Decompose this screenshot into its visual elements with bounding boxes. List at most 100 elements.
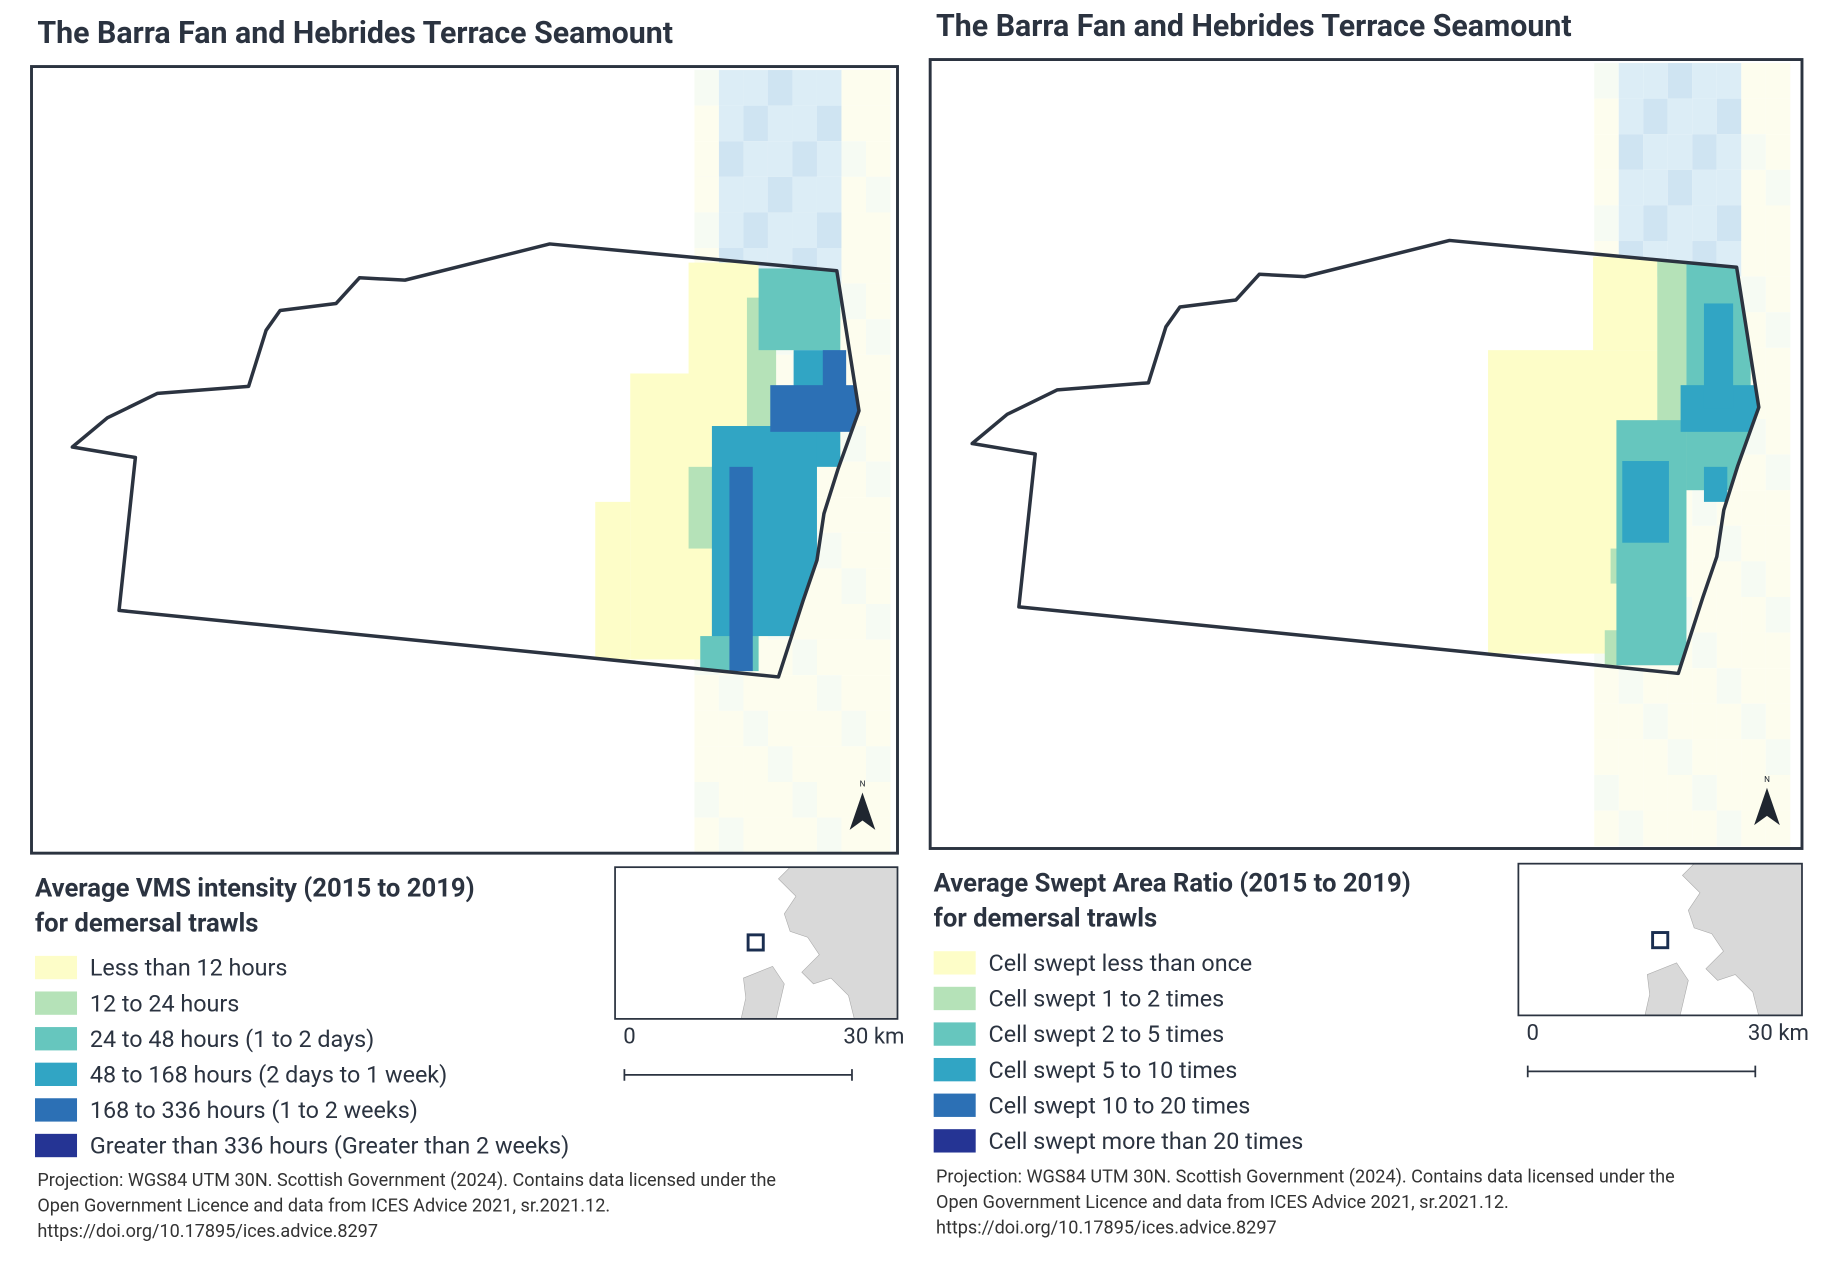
grid-cell <box>841 639 866 676</box>
legend-title: Average VMS intensity (2015 to 2019) <box>35 873 475 903</box>
grid-cell <box>841 675 866 711</box>
legend-swatch <box>35 1098 78 1122</box>
grid-cell <box>767 176 793 213</box>
grid-cell <box>865 354 891 391</box>
grid-cell <box>816 817 842 854</box>
legend-title: for demersal trawls <box>934 904 1158 934</box>
grid-cell <box>1692 810 1717 847</box>
grid-cell <box>1643 810 1668 847</box>
grid-cell <box>816 70 842 106</box>
grid-cell <box>841 70 866 106</box>
grid-cell <box>1716 668 1742 704</box>
grid-cell <box>841 461 866 498</box>
grid-cell <box>1741 703 1766 740</box>
north-label: N <box>860 779 866 789</box>
grid-cell <box>700 636 724 672</box>
grid-cell <box>1594 134 1619 170</box>
grid-cell <box>1593 256 1658 351</box>
grid-cell <box>865 141 891 177</box>
grid-cell <box>1667 703 1693 740</box>
grid-cell <box>1765 739 1791 775</box>
land <box>740 966 785 1020</box>
grid-cell <box>1667 98 1693 135</box>
map-panel: The Barra Fan and Hebrides Terrace Seamo… <box>928 9 1809 1239</box>
grid-cell <box>1741 668 1766 704</box>
grid-cell <box>743 781 768 818</box>
grid-cell <box>1594 98 1619 135</box>
grid-cell <box>718 817 744 854</box>
grid-cell <box>1667 205 1693 242</box>
grid-cell <box>758 268 841 351</box>
grid-cell <box>718 781 744 818</box>
grid-cell <box>1716 561 1742 597</box>
grid-cell <box>694 212 719 249</box>
grid-cell <box>1618 810 1644 847</box>
map-frame <box>928 58 1804 850</box>
legend-swatch <box>933 1129 976 1153</box>
grid-cell <box>767 746 793 782</box>
grid-cell <box>1741 276 1766 313</box>
grid-cell <box>1692 668 1717 704</box>
grid-cell <box>1765 419 1791 455</box>
grid-cell <box>743 746 768 782</box>
grid-cell <box>1692 703 1717 740</box>
legend-label: Cell swept more than 20 times <box>989 1127 1304 1155</box>
grid-cell <box>767 781 793 818</box>
grid-cell <box>865 105 891 142</box>
grid-cell <box>816 710 842 747</box>
grid-cell <box>1594 703 1619 740</box>
grid-cell <box>718 141 744 177</box>
grid-cell <box>792 710 817 747</box>
grid-cell <box>1618 739 1644 775</box>
grid-cell <box>1643 205 1668 242</box>
grid-cell <box>1716 596 1742 633</box>
grid-cell <box>1667 63 1693 99</box>
legend-label: Greater than 336 hours (Greater than 2 w… <box>90 1132 569 1160</box>
grid-cell <box>718 710 744 747</box>
grid-cell <box>1716 632 1742 669</box>
grid-cell <box>718 675 744 711</box>
grid-cell <box>1741 98 1766 135</box>
grid-cell <box>743 817 768 854</box>
grid-cell <box>822 350 847 397</box>
grid-cell <box>841 248 866 284</box>
legend-label: 168 to 336 hours (1 to 2 weeks) <box>90 1096 418 1124</box>
grid-cell <box>1741 525 1766 562</box>
grid-cell <box>1618 774 1644 811</box>
grid-cell <box>1741 632 1766 669</box>
grid-cell <box>743 141 768 177</box>
grid-cell <box>1741 561 1766 597</box>
grid-cell <box>816 141 842 177</box>
grid-cell <box>1716 774 1742 811</box>
grid-cell <box>1716 810 1742 847</box>
grid-cell <box>1765 134 1791 170</box>
grid-cell <box>841 212 866 249</box>
legend-label: Cell swept 2 to 5 times <box>989 1020 1225 1048</box>
legend-swatch <box>933 951 976 975</box>
scale-label: 0 <box>623 1023 635 1049</box>
grid-cell <box>1741 134 1766 170</box>
grid-cell <box>1765 205 1791 242</box>
grid-cell <box>1594 739 1619 775</box>
grid-cell <box>1765 596 1791 633</box>
grid-cell <box>1618 63 1644 99</box>
legend-label: Cell swept 1 to 2 times <box>989 985 1225 1013</box>
grid-cell <box>792 781 817 818</box>
grid-cell <box>865 70 891 106</box>
grid-cell <box>1716 169 1742 206</box>
grid-cell <box>1716 703 1742 740</box>
grid-cell <box>1692 525 1717 562</box>
grid-cell <box>1741 169 1766 206</box>
legend-label: 48 to 168 hours (2 days to 1 week) <box>90 1060 447 1088</box>
legend-swatch <box>35 991 78 1015</box>
grid-cell <box>1643 169 1668 206</box>
map-title: The Barra Fan and Hebrides Terrace Seamo… <box>37 16 673 51</box>
grid-cell <box>743 105 768 142</box>
grid-cell <box>1643 63 1668 99</box>
grid-cell <box>865 603 891 640</box>
land <box>1644 962 1689 1016</box>
inset-frame <box>1517 862 1803 1017</box>
land <box>1682 863 1803 1016</box>
grid-cell <box>841 710 866 747</box>
